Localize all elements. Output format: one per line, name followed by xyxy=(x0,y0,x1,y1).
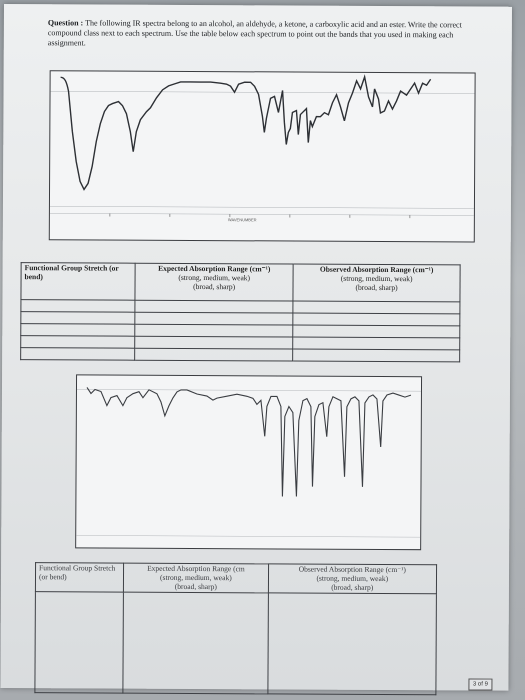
table-cell[interactable] xyxy=(20,299,136,313)
table1-header-observed: Observed Absorption Range (cm⁻¹) (strong… xyxy=(293,264,461,302)
table1-expected-title: Expected Absorption Range (cm⁻¹) xyxy=(158,263,271,274)
table-cell[interactable] xyxy=(292,325,460,338)
ir-spectrum-2 xyxy=(75,374,423,551)
table-cell[interactable] xyxy=(134,348,293,362)
table-cell[interactable] xyxy=(34,591,124,694)
question-body: The following IR spectra belong to an al… xyxy=(47,18,462,48)
table2-expected-sub2: (broad, sharp) xyxy=(174,581,217,592)
table1-observed-sub2: (broad, sharp) xyxy=(355,282,398,293)
question-label: Question : xyxy=(47,18,84,28)
table2-expected-title: Expected Absorption Range (cm xyxy=(147,563,245,574)
table1-observed-title: Observed Absorption Range (cm⁻¹) xyxy=(319,264,434,275)
spectrum-1-plot xyxy=(49,74,475,219)
table2-observed-sub2: (broad, sharp) xyxy=(331,582,374,592)
table-cell[interactable] xyxy=(123,592,268,694)
table-cell[interactable] xyxy=(292,337,460,350)
ir-spectrum-1: WAVENUMBER xyxy=(48,70,476,243)
table-cell[interactable] xyxy=(293,301,460,314)
table2-header-expected: Expected Absorption Range (cm (strong, m… xyxy=(123,563,269,593)
table1-header-functional-group: Functional Group Stretch (or bend) xyxy=(20,262,136,301)
table2-header-functional-group: Functional Group Stretch (or bend) xyxy=(35,562,124,593)
table-cell[interactable] xyxy=(20,311,136,325)
assignment-table-2: Functional Group Stretch (or bend) Expec… xyxy=(34,562,437,695)
table-cell[interactable] xyxy=(20,323,135,337)
assignment-table-1: Functional Group Stretch (or bend) Expec… xyxy=(20,262,461,362)
table-row xyxy=(34,591,437,695)
page-number: 3 of 9 xyxy=(468,678,493,691)
table1-header-expected: Expected Absorption Range (cm⁻¹) (strong… xyxy=(135,263,294,302)
table-cell[interactable] xyxy=(134,312,294,326)
table2-observed-title: Observed Absorption Range (cm⁻¹) xyxy=(298,564,406,575)
table-cell[interactable] xyxy=(20,347,135,361)
table-cell[interactable] xyxy=(292,349,460,362)
table-row xyxy=(20,347,460,362)
table-cell[interactable] xyxy=(20,335,135,349)
table-cell[interactable] xyxy=(292,313,460,326)
table-cell[interactable] xyxy=(134,336,293,350)
table1-expected-sub2: (broad, sharp) xyxy=(193,281,236,292)
spectrum-1-xlabel: WAVENUMBER xyxy=(227,217,257,223)
question-text: Question : The following IR spectra belo… xyxy=(48,18,488,50)
spectrum-2-plot xyxy=(76,387,421,538)
table-cell[interactable] xyxy=(135,300,294,314)
table-cell[interactable] xyxy=(267,592,437,695)
worksheet-page: Question : The following IR spectra belo… xyxy=(0,4,512,695)
table2-header-observed: Observed Absorption Range (cm⁻¹) (strong… xyxy=(267,563,437,594)
table-cell[interactable] xyxy=(134,324,293,338)
